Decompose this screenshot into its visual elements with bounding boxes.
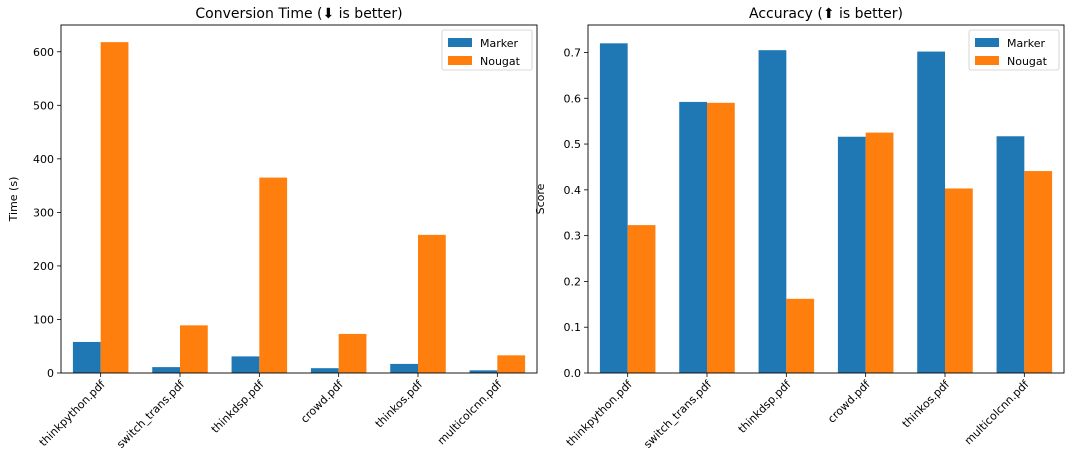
accuracy-bar-marker-3 <box>837 136 866 373</box>
time-x-tick-label-1: switch_trans.pdf <box>114 377 188 451</box>
accuracy-y-tick-label-3: 0.3 <box>564 230 582 243</box>
time-chart-title: Conversion Time (⬇ is better) <box>195 6 402 22</box>
time-y-tick-label-6: 600 <box>33 46 54 59</box>
accuracy-bar-marker-5 <box>996 136 1025 373</box>
time-legend-swatch-marker <box>448 38 472 47</box>
accuracy-y-tick-label-7: 0.7 <box>564 46 582 59</box>
accuracy-legend-swatch-nougat <box>975 56 999 65</box>
time-bar-nougat-2 <box>259 177 288 373</box>
accuracy-bar-nougat-5 <box>1024 171 1053 373</box>
accuracy-chart-title: Accuracy (⬆ is better) <box>749 6 903 22</box>
time-axes-frame <box>60 24 538 374</box>
time-bar-nougat-0 <box>100 42 129 373</box>
accuracy-bar-marker-0 <box>599 43 628 373</box>
accuracy-bar-nougat-4 <box>945 188 973 373</box>
time-bar-marker-3 <box>310 368 339 373</box>
accuracy-x-tick-label-0: thinkpython.pdf <box>564 377 636 449</box>
accuracy-x-tick-label-4: thinkos.pdf <box>900 377 953 430</box>
time-legend-swatch-nougat <box>448 56 472 65</box>
accuracy-x-tick-label-2: thinkdsp.pdf <box>736 377 795 436</box>
accuracy-x-tick-label-5: multicolcnn.pdf <box>962 377 1032 447</box>
time-bar-nougat-1 <box>180 325 208 373</box>
accuracy-y-tick-label-4: 0.4 <box>564 184 582 197</box>
accuracy-x-tick-label-3: crowd.pdf <box>825 377 873 425</box>
accuracy-bar-nougat-0 <box>627 225 656 373</box>
time-y-tick-label-0: 0 <box>47 367 54 380</box>
time-bar-marker-4 <box>390 363 418 373</box>
time-x-tick-label-4: thinkos.pdf <box>373 377 426 430</box>
time-y-tick-label-2: 200 <box>33 260 54 273</box>
time-bar-nougat-4 <box>418 234 446 373</box>
time-x-tick-label-5: multicolcnn.pdf <box>435 377 505 447</box>
accuracy-legend-label-marker: Marker <box>1007 37 1045 50</box>
accuracy-legend-label-nougat: Nougat <box>1007 55 1048 68</box>
time-bar-marker-1 <box>152 367 180 373</box>
accuracy-bar-nougat-1 <box>707 102 735 373</box>
time-legend-label-marker: Marker <box>480 37 518 50</box>
accuracy-x-tick-label-1: switch_trans.pdf <box>641 377 715 451</box>
time-y-tick-label-5: 500 <box>33 99 54 112</box>
time-bar-marker-5 <box>469 370 498 373</box>
accuracy-axes-frame <box>587 24 1065 374</box>
time-legend-label-nougat: Nougat <box>480 55 521 68</box>
accuracy-y-tick-label-2: 0.2 <box>564 275 582 288</box>
accuracy-y-tick-label-0: 0.0 <box>564 367 582 380</box>
accuracy-bar-marker-4 <box>917 51 945 374</box>
time-x-tick-label-3: crowd.pdf <box>298 377 346 425</box>
time-bar-nougat-5 <box>497 355 526 373</box>
time-x-tick-label-2: thinkdsp.pdf <box>209 377 268 436</box>
accuracy-bar-nougat-2 <box>786 298 815 373</box>
time-y-tick-label-4: 400 <box>33 153 54 166</box>
time-x-tick-label-0: thinkpython.pdf <box>37 377 109 449</box>
time-bar-nougat-3 <box>338 333 367 373</box>
accuracy-bar-marker-1 <box>679 101 707 373</box>
time-y-tick-label-1: 100 <box>33 313 54 326</box>
accuracy-bar-marker-2 <box>758 50 787 374</box>
accuracy-bar-nougat-3 <box>865 132 894 373</box>
accuracy-legend-swatch-marker <box>975 38 999 47</box>
time-y-axis-label: Time (s) <box>7 177 20 223</box>
time-bar-marker-2 <box>231 356 260 373</box>
time-y-tick-label-3: 300 <box>33 206 54 219</box>
accuracy-y-tick-label-1: 0.1 <box>564 321 582 334</box>
time-bar-marker-0 <box>72 341 101 373</box>
accuracy-y-tick-label-5: 0.5 <box>564 138 582 151</box>
accuracy-y-axis-label: Score <box>534 183 547 214</box>
accuracy-y-tick-label-6: 0.6 <box>564 92 582 105</box>
